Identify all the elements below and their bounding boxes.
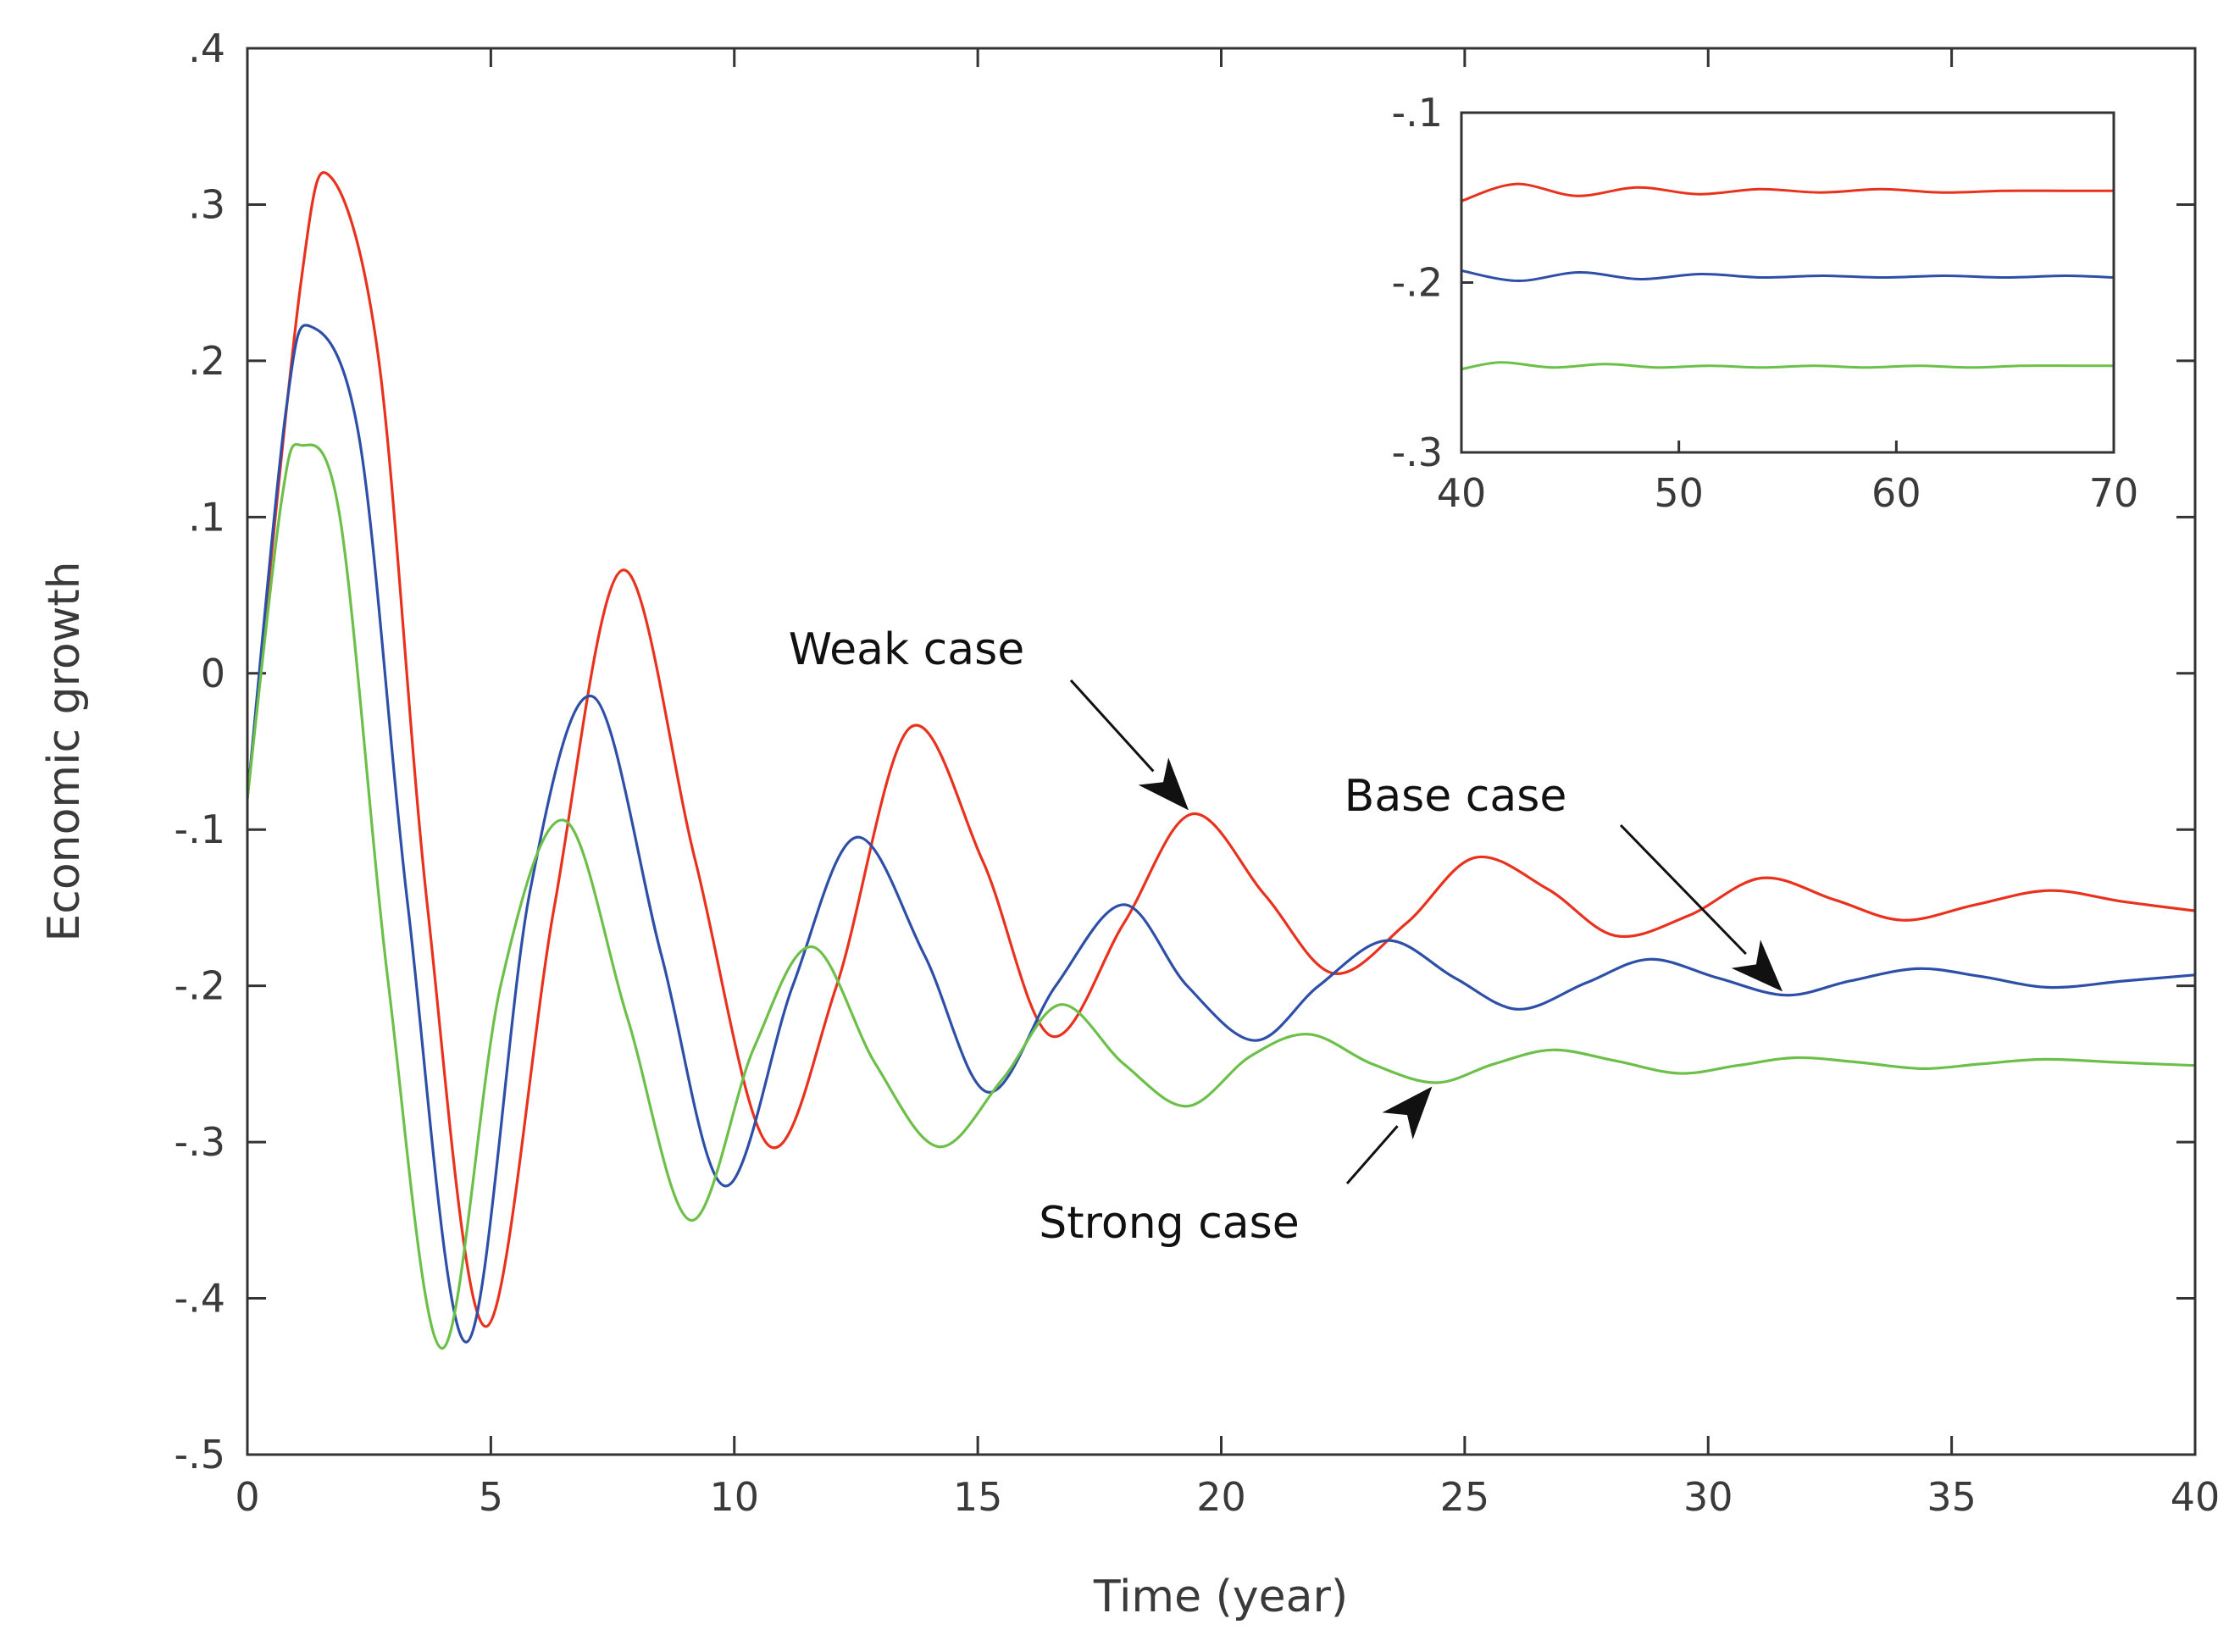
main-x-tick-label: 40 [2171,1474,2221,1520]
inset-plot-frame [1460,111,2115,454]
annotation-arrow-line [1345,1125,1399,1184]
inset-x-tick-label: 70 [2089,470,2139,516]
annotation-label: Strong case [1039,1198,1299,1249]
main-axis-ticks: 0 5 10 15 20 25 30 35 40 -.5 -.4 -.3 -.2 -.1 0 .1 .2 .3 .4 [175,25,2221,1520]
inset-x-tick-label: 60 [1871,470,1921,516]
main-line-base-case [247,324,2195,1344]
main-x-tick-label: 15 [953,1474,1003,1520]
inset-background [1461,113,2114,452]
annotation-arrow-line [1619,823,1747,956]
annotations: Weak case Base case Strong case [789,624,1783,1249]
main-y-tick-label: -.3 [175,1119,226,1165]
main-y-tick-label: -.4 [175,1276,226,1322]
annotation-arrowhead [1731,940,1783,992]
inset-x-tick-label: 50 [1654,470,1704,516]
inset-x-tick-label: 40 [1437,470,1487,516]
main-x-tick-label: 25 [1440,1474,1490,1520]
main-y-tick-label: -.2 [175,963,226,1009]
main-y-tick-label: -.1 [175,807,226,852]
inset-line-series-1 [1461,182,2114,202]
inset-line-series-3 [1461,361,2114,371]
main-x-tick-label: 35 [1927,1474,1977,1520]
inset-y-tick-label: -.2 [1392,260,1444,306]
main-y-tick-label: 0 [201,651,225,696]
main-line-weak-case [247,171,2195,1328]
main-y-tick-label: .2 [188,338,225,384]
y-axis-label: Economic growth [39,561,90,941]
main-y-tick-label: -.5 [175,1432,226,1477]
main-x-tick-label: 20 [1196,1474,1246,1520]
main-x-tick-label: 10 [709,1474,759,1520]
main-x-tick-label: 0 [235,1474,259,1520]
annotation-label: Base case [1345,771,1567,822]
annotation-label: Weak case [789,624,1024,675]
main-x-tick-label: 5 [479,1474,503,1520]
inset-y-tick-label: -.3 [1392,430,1444,475]
main-plot-series [247,171,2195,1350]
inset-y-tick-label: -.1 [1392,90,1444,136]
annotation-arrow-line [1069,679,1155,773]
main-line-strong-case [247,442,2195,1350]
inset-line-series-2 [1461,269,2114,283]
x-axis-label: Time (year) [1093,1572,1348,1622]
main-plot-frame [246,47,2197,1456]
main-y-tick-label: .4 [188,25,225,71]
annotation-arrowhead [1382,1086,1433,1139]
main-x-tick-label: 30 [1683,1474,1733,1520]
annotation-arrowhead [1138,757,1189,811]
inset-plot-series [1461,182,2114,371]
main-y-tick-label: .1 [188,494,225,540]
main-y-tick-label: .3 [188,181,225,227]
